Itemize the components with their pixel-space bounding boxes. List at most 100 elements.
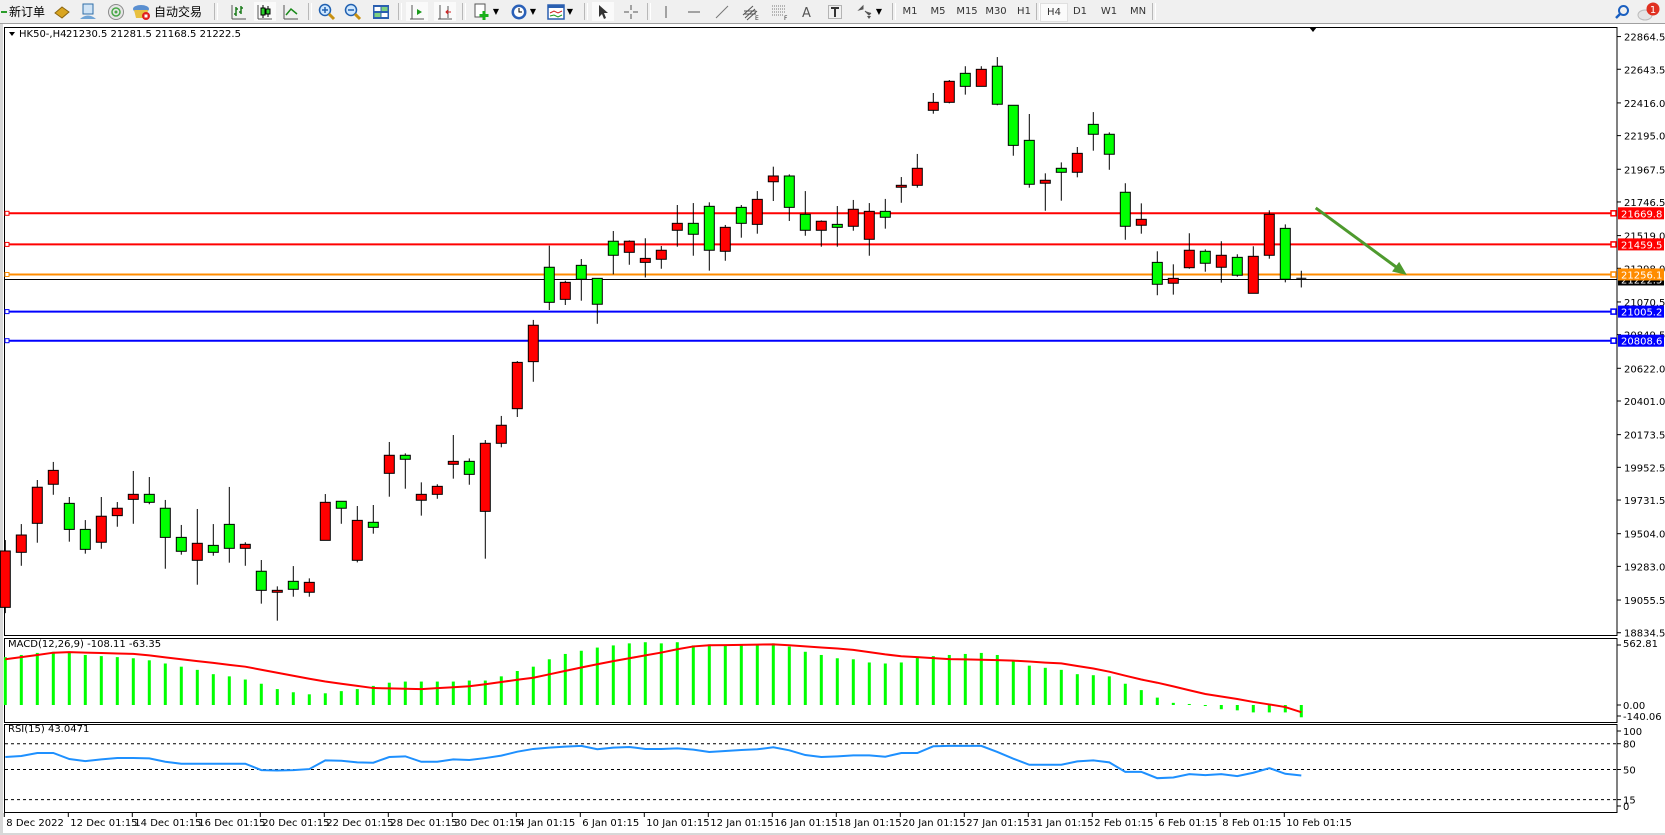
candle-body [1023, 139, 1035, 185]
tile-windows-button[interactable] [370, 2, 392, 21]
search-button[interactable] [1612, 2, 1632, 21]
line-anchor-left[interactable] [4, 271, 10, 277]
line-anchor-left[interactable] [4, 338, 10, 344]
text-label-button[interactable] [824, 2, 846, 21]
auto-trading-button[interactable]: 自动交易 [132, 2, 202, 21]
line-chart-button[interactable] [280, 2, 302, 21]
candle [399, 453, 411, 489]
price-tick-label: 20622.0 [1624, 364, 1665, 375]
cursor-icon [599, 4, 608, 19]
macd-histogram-bar [1123, 683, 1127, 705]
chart-shift-marker[interactable] [1309, 27, 1317, 32]
candle-body [63, 502, 75, 530]
candle [1039, 173, 1051, 211]
timeframe-d1-button[interactable]: D1 [1072, 6, 1088, 17]
macd-histogram-bar [1219, 705, 1223, 710]
timeframe-h1-button[interactable]: H1 [1017, 6, 1031, 17]
line-anchor-left[interactable] [4, 309, 10, 315]
macd-histogram-bar [51, 651, 55, 705]
macd-histogram-bar [1283, 705, 1287, 713]
candle [1023, 114, 1035, 188]
price-tick-label: 21967.5 [1624, 165, 1665, 176]
svg-text:A: A [802, 6, 811, 20]
candle-body [719, 226, 731, 252]
horizontal-line-button[interactable] [683, 2, 705, 21]
line-anchor-right[interactable] [1610, 308, 1617, 315]
fibonacci-channel-button[interactable]: E [739, 2, 763, 21]
candle [175, 524, 187, 555]
candle [1247, 246, 1259, 294]
line-anchor-right[interactable] [1610, 241, 1617, 248]
timeframe-m1-button[interactable]: M1 [902, 6, 918, 17]
templates-button[interactable]: ▼ [543, 2, 577, 21]
horizontal-lines[interactable]: 21222.5 21669.8 21459.5 21256.1 21005.2 20808… [4, 207, 1664, 348]
timeframe-m15-button[interactable]: M15 [956, 6, 978, 17]
candle [31, 479, 43, 543]
candle-body [79, 528, 91, 550]
chart-window[interactable]: 22864.5 22643.5 22416.0 22195.0 21967.5 21746… [0, 24, 1665, 835]
line-anchor-right[interactable] [1610, 337, 1617, 344]
chart-shift-button[interactable] [406, 2, 428, 21]
zoom-out-button[interactable] [342, 2, 364, 21]
notifications-button[interactable]: 1 [1636, 2, 1662, 21]
candle-body [863, 210, 875, 240]
macd-histogram-bar [899, 662, 903, 705]
macd-histogram-bar [1027, 665, 1031, 705]
fibonacci-retracement-button[interactable]: F [768, 2, 792, 21]
navigator-button[interactable] [52, 2, 72, 21]
rsi-tick-label: 0 [1623, 802, 1629, 813]
macd-histogram-bar [195, 669, 199, 705]
timeframe-h4-button[interactable]: H4 [1040, 3, 1068, 22]
line-anchor-right[interactable] [1610, 271, 1617, 278]
candle-body [1151, 261, 1163, 285]
candle [367, 504, 379, 534]
zoom-in-button[interactable] [316, 2, 338, 21]
window-bottom-border [0, 833, 1665, 835]
candle-body [879, 210, 891, 218]
vertical-line-button[interactable] [655, 2, 677, 21]
bar-chart-button[interactable] [228, 2, 250, 21]
auto-scroll-button[interactable] [434, 2, 456, 21]
line-anchor-right[interactable] [1610, 210, 1617, 217]
arrows-button[interactable]: ▼ [852, 2, 886, 21]
macd-histogram-bar [915, 657, 919, 705]
line-anchor-left[interactable] [4, 210, 10, 216]
text-button[interactable]: A [796, 2, 818, 21]
signals-button[interactable] [106, 2, 126, 21]
candle-body [431, 485, 443, 495]
timeframe-mn-button[interactable]: MN [1129, 6, 1147, 17]
timeframe-w1-button[interactable]: W1 [1100, 6, 1118, 17]
trendline-button[interactable] [711, 2, 733, 21]
line-anchor-left[interactable] [4, 241, 10, 247]
arrow-annotation[interactable] [1314, 206, 1407, 275]
arrow-head-icon[interactable] [1392, 261, 1407, 275]
macd-histogram-bar [995, 654, 999, 705]
candlestick-button[interactable] [254, 2, 276, 21]
candle [143, 477, 155, 505]
price-tick-label: 20401.0 [1624, 397, 1665, 408]
macd-signal-line [5, 643, 1302, 714]
timeframe-m30-button[interactable]: M30 [985, 6, 1007, 17]
new-order-button[interactable]: 新订单 [1, 2, 45, 21]
new-order-label: 新订单 [9, 5, 46, 19]
new-chart-button[interactable]: ▼ [470, 2, 502, 21]
candle [479, 440, 491, 559]
candle-body [239, 543, 251, 549]
time-tick-label: 2 Feb 01:15 [1094, 818, 1153, 829]
terminal-button[interactable] [78, 2, 98, 21]
time-tick-label: 4 Jan 01:15 [518, 818, 575, 829]
macd-tick-label: 562.81 [1623, 639, 1658, 650]
cursor-button[interactable] [592, 2, 614, 21]
svg-text:F: F [784, 15, 788, 21]
chart-menu-triangle-icon[interactable] [9, 32, 15, 36]
candle [975, 66, 987, 87]
candle [623, 240, 635, 265]
price-tick-label: 20173.5 [1624, 431, 1665, 442]
candle-body [47, 469, 59, 485]
candle-body [447, 460, 459, 465]
candle-body [335, 500, 347, 509]
periods-button[interactable]: ▼ [506, 2, 540, 21]
crosshair-button[interactable] [620, 2, 642, 21]
timeframe-m5-button[interactable]: M5 [930, 6, 946, 17]
arrow-line[interactable] [1314, 206, 1402, 272]
